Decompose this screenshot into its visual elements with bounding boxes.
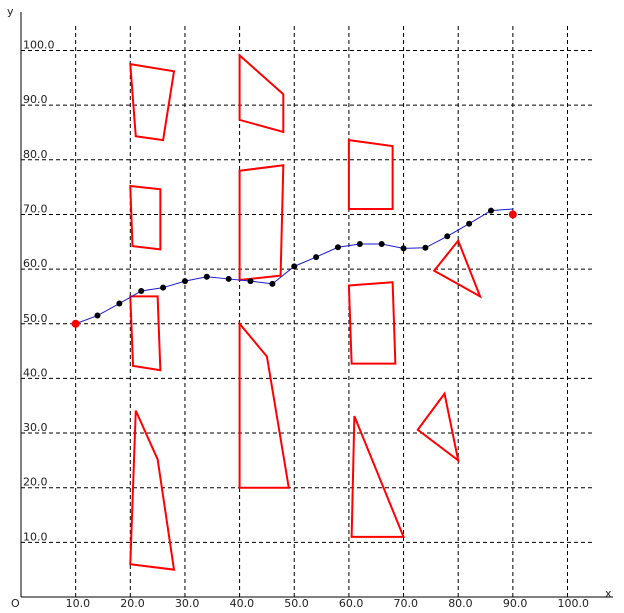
tick-labels: 10.0 20.0 30.0 40.0 50.0 60.0 70.0 80.0 90.0 100.… [23, 39, 589, 611]
path-node [313, 254, 320, 261]
path-node [94, 312, 101, 319]
y-tick-label: 70.0 [23, 202, 48, 215]
y-tick-label: 40.0 [23, 366, 48, 379]
path-node [356, 240, 363, 247]
path-node [160, 284, 167, 291]
obstacle-polygon [129, 184, 162, 251]
path-node [400, 245, 407, 252]
path-node [291, 263, 298, 270]
y-tick-label: 90.0 [23, 93, 48, 106]
obstacle-polygon [350, 415, 406, 538]
x-tick-label: 50.0 [284, 597, 309, 610]
obstacle-polygon [416, 391, 460, 463]
obstacle-polygon [129, 62, 176, 142]
path-node [334, 244, 341, 251]
obstacle-polygon [129, 295, 162, 372]
x-tick-label: 100.0 [558, 597, 590, 610]
path-node [378, 240, 385, 247]
path-node [181, 278, 188, 285]
x-tick-label: 80.0 [448, 597, 473, 610]
x-tick-label: 30.0 [175, 597, 200, 610]
path-node [138, 287, 145, 294]
goal-point [508, 210, 517, 219]
obstacle-polygon [238, 320, 290, 489]
y-tick-label: 10.0 [23, 530, 48, 543]
y-axis-label: y [7, 5, 14, 18]
x-axis-label: x [605, 587, 612, 600]
y-tick-label: 50.0 [23, 312, 48, 325]
path-node [225, 275, 232, 282]
path-series [71, 207, 517, 328]
path-node [487, 207, 494, 214]
obstacle-polygon [238, 164, 285, 282]
path-node [203, 273, 210, 280]
obstacle-polygon [347, 281, 397, 365]
obstacle-polygon [129, 410, 176, 571]
obstacle-polygon [432, 238, 483, 299]
origin-label: O [11, 597, 20, 610]
x-tick-label: 20.0 [120, 597, 145, 610]
path-node [269, 280, 276, 287]
y-tick-label: 60.0 [23, 257, 48, 270]
x-tick-label: 90.0 [503, 597, 527, 610]
y-tick-label: 80.0 [23, 148, 48, 161]
obstacles [129, 53, 483, 571]
path-node [422, 244, 429, 251]
x-tick-label: 40.0 [230, 597, 255, 610]
y-tick-label: 100.0 [23, 39, 55, 52]
start-point [71, 319, 80, 328]
obstacle-polygon [347, 138, 394, 210]
path-node [247, 278, 254, 285]
path-node [444, 233, 451, 240]
x-tick-label: 60.0 [339, 597, 364, 610]
y-tick-label: 20.0 [23, 476, 48, 489]
path-node [116, 300, 123, 307]
axes [20, 12, 613, 598]
x-tick-label: 10.0 [66, 597, 91, 610]
y-tick-label: 30.0 [23, 421, 48, 434]
obstacle-polygon [238, 53, 285, 134]
path-node [466, 220, 473, 227]
x-tick-label: 70.0 [394, 597, 419, 610]
